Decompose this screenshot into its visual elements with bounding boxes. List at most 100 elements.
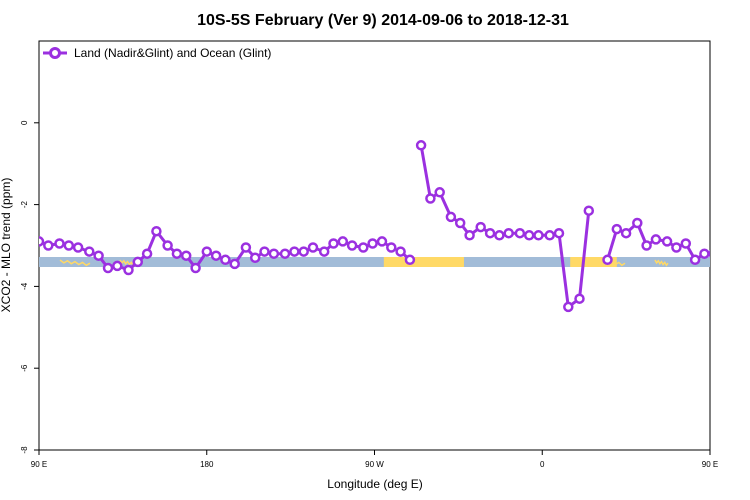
- data-point: [533, 230, 544, 241]
- series-line: [419, 145, 591, 309]
- data-point: [337, 236, 349, 247]
- data-point: [563, 301, 574, 313]
- data-point: [699, 248, 710, 259]
- y-tick-label: -8: [20, 446, 29, 454]
- data-point: [641, 240, 652, 251]
- y-axis-label: XCO2 - MLO trend (ppm): [0, 178, 13, 313]
- data-point: [404, 254, 416, 266]
- data-point: [307, 242, 319, 253]
- chart-title: 10S-5S February (Ver 9) 2014-09-06 to 20…: [197, 12, 569, 29]
- x-tick-label: 180: [200, 460, 214, 469]
- data-point: [464, 230, 475, 241]
- ocean-band: [39, 257, 710, 267]
- island-trace: [119, 259, 136, 267]
- data-point: [514, 227, 526, 239]
- data-point: [611, 223, 623, 235]
- data-point: [730, 240, 738, 248]
- data-point: [72, 242, 84, 253]
- data-point: [602, 254, 613, 266]
- plot-area: [38, 40, 748, 451]
- data-point: [445, 211, 457, 223]
- data-point: [112, 260, 123, 272]
- data-point: [523, 230, 535, 241]
- data-point: [358, 242, 369, 253]
- data-point: [180, 250, 192, 261]
- island-trace: [59, 259, 91, 267]
- data-point: [386, 242, 397, 253]
- data-point: [475, 221, 486, 233]
- data-point: [328, 238, 339, 249]
- data-point: [650, 234, 662, 245]
- data-point: [268, 248, 280, 259]
- data-point: [190, 262, 201, 274]
- data-point: [141, 248, 153, 259]
- data-point: [376, 236, 388, 247]
- data-point: [680, 238, 692, 249]
- data-point: [671, 242, 682, 253]
- data-point: [367, 238, 378, 249]
- data-point: [544, 230, 555, 241]
- y-axis: 0 -2 -4 -6 -8: [20, 120, 39, 454]
- x-tick-label: 90 E: [31, 460, 47, 469]
- data-point: [220, 254, 231, 266]
- data-point: [434, 187, 445, 198]
- data-point: [484, 227, 496, 239]
- legend-marker-swatch: [49, 47, 61, 59]
- land-band: [570, 257, 617, 267]
- data-point: [54, 238, 65, 249]
- data-point: [43, 240, 54, 251]
- data-point: [289, 246, 300, 257]
- data-point: [298, 246, 309, 257]
- data-point: [210, 250, 222, 261]
- legend-label: Land (Nadir&Glint) and Ocean (Glint): [74, 46, 271, 60]
- data-point: [318, 246, 330, 257]
- data-point: [425, 193, 436, 204]
- data-point: [574, 293, 585, 304]
- series-layer: [39, 140, 748, 313]
- data-point: [346, 240, 358, 251]
- data-point: [259, 246, 270, 257]
- y-tick-label: -2: [20, 200, 29, 208]
- data-point: [229, 258, 240, 270]
- data-point: [620, 227, 632, 239]
- data-point: [415, 140, 427, 151]
- data-point: [553, 227, 565, 239]
- y-tick-label: -4: [20, 282, 29, 290]
- data-point: [503, 227, 514, 239]
- x-axis-label: Longitude (deg E): [327, 477, 422, 491]
- data-point: [719, 235, 727, 243]
- data-point: [583, 205, 595, 216]
- data-point: [279, 248, 291, 259]
- land-band: [383, 257, 464, 267]
- y-tick-label: -6: [20, 364, 29, 372]
- x-tick-label: 90 W: [365, 460, 384, 469]
- data-point: [632, 217, 643, 229]
- data-point: [454, 217, 466, 229]
- data-point: [39, 236, 45, 247]
- data-point: [84, 246, 95, 257]
- data-point: [93, 250, 104, 261]
- x-tick-label: 90 E: [702, 460, 718, 469]
- data-point: [123, 264, 134, 276]
- data-point: [240, 242, 252, 253]
- data-point: [689, 254, 701, 266]
- y-tick-label: 0: [20, 120, 29, 125]
- data-point: [494, 230, 505, 241]
- data-point: [132, 256, 144, 268]
- data-point: [171, 248, 183, 259]
- data-point: [395, 246, 406, 257]
- data-point: [151, 225, 162, 237]
- x-axis: 90 E 180 90 W 0 90 E: [31, 450, 718, 469]
- data-point: [249, 252, 261, 264]
- data-point: [63, 240, 75, 251]
- data-point: [162, 240, 173, 251]
- island-trace: [654, 259, 669, 267]
- data-point: [740, 240, 748, 248]
- data-point: [102, 262, 114, 274]
- x-tick-label: 0: [540, 460, 545, 469]
- data-point: [661, 236, 673, 247]
- data-point: [201, 246, 213, 257]
- data-point: [708, 249, 710, 258]
- legend: Land (Nadir&Glint) and Ocean (Glint): [43, 46, 271, 60]
